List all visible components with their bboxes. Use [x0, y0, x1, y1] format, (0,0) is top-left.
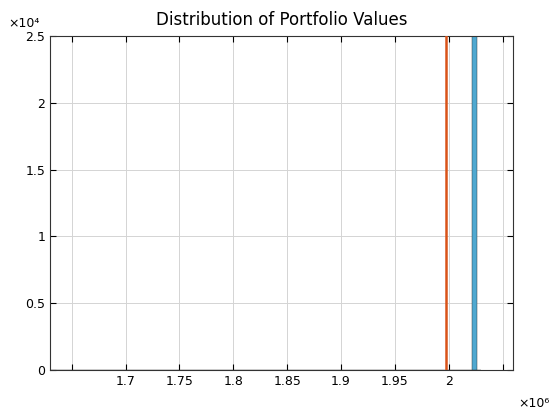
Bar: [472, 0, 477, 370]
Text: ×10⁶: ×10⁶: [518, 397, 549, 410]
Text: ×10⁴: ×10⁴: [8, 16, 40, 29]
Title: Distribution of Portfolio Values: Distribution of Portfolio Values: [156, 11, 408, 29]
